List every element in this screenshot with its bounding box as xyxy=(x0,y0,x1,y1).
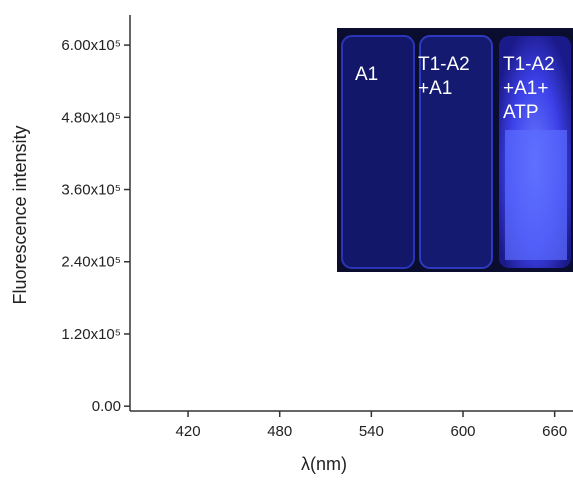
inset-label: A1 xyxy=(355,64,378,85)
y-tick-label: 1.20x10⁵ xyxy=(61,326,121,343)
x-tick-label: 600 xyxy=(450,423,475,440)
vial-glow xyxy=(505,130,567,260)
y-tick-label: 3.60x10⁵ xyxy=(61,182,121,199)
inset-label: T1-A2 xyxy=(503,54,555,75)
inset-label: ATP xyxy=(503,102,539,123)
vial xyxy=(419,35,493,269)
x-tick-label: 480 xyxy=(267,423,292,440)
x-tick-label: 540 xyxy=(359,423,384,440)
inset-photo: A1 T1-A2 +A1 T1-A2 +A1+ ATP xyxy=(337,28,573,272)
inset-label: T1-A2 xyxy=(418,54,470,75)
y-axis-label: Fluorescence intensity xyxy=(10,125,30,304)
vial xyxy=(341,35,415,269)
inset-label: +A1+ xyxy=(503,78,548,99)
inset-label: +A1 xyxy=(418,78,452,99)
plot-area: 0.00 1.20x10⁵ 2.40x10⁵ 3.60x10⁵ 4.80x10⁵ 6.00… xyxy=(61,15,573,440)
y-tick-label: 0.00 xyxy=(92,398,121,415)
y-tick-label: 2.40x10⁵ xyxy=(61,254,121,271)
x-axis-label: λ(nm) xyxy=(301,454,347,474)
x-tick-label: 660 xyxy=(542,423,567,440)
y-tick-label: 6.00x10⁵ xyxy=(61,37,121,54)
y-tick-label: 4.80x10⁵ xyxy=(61,109,121,126)
x-tick-label: 420 xyxy=(176,423,201,440)
